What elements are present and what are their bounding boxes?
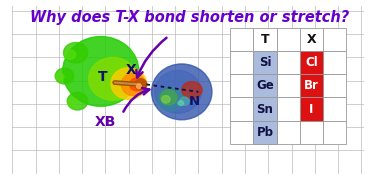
Text: N: N	[189, 95, 200, 108]
Text: I: I	[309, 103, 314, 116]
Ellipse shape	[152, 64, 212, 120]
Bar	[323, 74, 346, 97]
Ellipse shape	[160, 90, 177, 105]
Text: Pb: Pb	[257, 126, 274, 139]
Ellipse shape	[158, 88, 184, 111]
Text: Sn: Sn	[257, 103, 273, 116]
Bar	[253, 51, 277, 74]
Ellipse shape	[63, 37, 139, 106]
Bar	[300, 97, 323, 121]
Bar	[277, 97, 300, 121]
Ellipse shape	[180, 97, 189, 105]
Text: X: X	[126, 62, 137, 76]
Bar	[277, 28, 300, 51]
Ellipse shape	[111, 68, 146, 99]
Ellipse shape	[55, 68, 74, 84]
Ellipse shape	[67, 92, 88, 110]
Ellipse shape	[89, 57, 137, 100]
Ellipse shape	[162, 96, 170, 103]
Bar	[253, 121, 277, 144]
Ellipse shape	[121, 73, 146, 96]
Text: Ge: Ge	[256, 79, 274, 92]
Bar	[300, 51, 323, 74]
Ellipse shape	[135, 79, 147, 90]
Text: Br: Br	[304, 79, 319, 92]
Bar	[253, 51, 277, 74]
Bar	[300, 74, 323, 97]
Bar	[300, 97, 323, 121]
Bar	[300, 74, 323, 97]
Bar	[277, 74, 300, 97]
Ellipse shape	[130, 78, 144, 91]
Text: T: T	[261, 33, 269, 46]
Bar	[300, 121, 323, 144]
Text: XB: XB	[95, 115, 116, 129]
Bar	[323, 28, 346, 51]
Text: Si: Si	[259, 56, 271, 69]
Ellipse shape	[182, 82, 202, 98]
Bar	[300, 28, 323, 51]
Bar	[253, 97, 277, 121]
Text: Why does T-X bond shorten or stretch?: Why does T-X bond shorten or stretch?	[29, 10, 349, 25]
Bar	[323, 97, 346, 121]
Bar	[253, 121, 277, 144]
Ellipse shape	[136, 84, 141, 89]
Bar	[277, 51, 300, 74]
Ellipse shape	[178, 101, 184, 105]
Bar	[230, 28, 253, 51]
Bar	[253, 74, 277, 97]
Ellipse shape	[68, 98, 77, 106]
Text: T: T	[98, 70, 107, 84]
Bar	[323, 51, 346, 74]
Ellipse shape	[155, 70, 201, 113]
Text: X: X	[307, 33, 316, 46]
Bar	[300, 51, 323, 74]
Bar	[230, 97, 253, 121]
Bar	[253, 28, 277, 51]
Bar	[230, 121, 253, 144]
Ellipse shape	[64, 42, 88, 63]
Bar	[230, 74, 253, 97]
Text: Cl: Cl	[305, 56, 318, 69]
Bar	[253, 74, 277, 97]
Bar	[277, 121, 300, 144]
Ellipse shape	[56, 73, 64, 81]
Bar	[253, 97, 277, 121]
Bar	[230, 51, 253, 74]
Bar	[323, 121, 346, 144]
Ellipse shape	[65, 50, 76, 59]
